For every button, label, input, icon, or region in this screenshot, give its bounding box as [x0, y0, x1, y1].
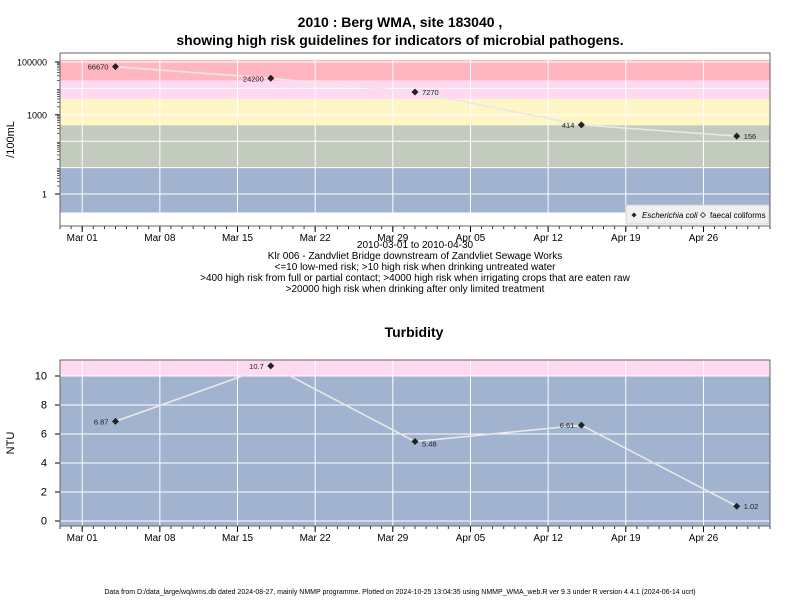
turbidity-risk-band-0: [60, 360, 770, 376]
microbial-y-axis-title: /100mL: [5, 121, 17, 158]
chart-title-line-2: showing high risk guidelines for indicat…: [176, 32, 624, 48]
microbial-legend-label: Escherichia coli: [642, 211, 698, 220]
microbial-legend-marker-filled: [631, 212, 637, 218]
microbial-data-point: [411, 88, 419, 96]
turbidity-data-point: [733, 502, 741, 510]
microbial-data-point: [733, 132, 741, 140]
turbidity-y-tick-label: 6: [41, 429, 47, 441]
turbidity-x-tick-label: Mar 01: [67, 533, 99, 544]
microbial-legend-marker-open: [699, 211, 707, 219]
turbidity-data-label: 6.87: [94, 417, 109, 426]
chart-title-line-1: 2010 : Berg WMA, site 183040 ,: [297, 14, 503, 30]
caption-guideline-treatment: >20000 high risk when drinking after onl…: [285, 284, 545, 295]
microbial-data-point: [577, 121, 585, 129]
turbidity-title: Turbidity: [385, 324, 444, 340]
turbidity-data-point: [111, 417, 119, 425]
microbial-data-point: [111, 63, 119, 71]
turbidity-x-tick-label: Apr 12: [533, 533, 563, 544]
turbidity-y-tick-label: 2: [41, 487, 47, 499]
microbial-y-tick-label: 1: [42, 190, 47, 200]
turbidity-y-tick-label: 10: [35, 371, 47, 383]
microbial-x-tick-label: Apr 19: [611, 233, 641, 244]
turbidity-x-tick-label: Apr 26: [689, 533, 719, 544]
microbial-x-tick-label: Mar 29: [377, 233, 409, 244]
microbial-data-label: 156: [744, 132, 757, 141]
turbidity-y-axis-title: NTU: [5, 432, 17, 455]
microbial-y-tick-label: 100000: [17, 58, 47, 68]
data-source-footer: Data from D:/data_large/wq/wms.db dated …: [104, 589, 696, 596]
microbial-x-tick-label: Apr 26: [689, 233, 719, 244]
turbidity-y-tick-label: 0: [41, 516, 47, 528]
microbial-x-tick-label: Apr 05: [456, 233, 486, 244]
turbidity-y-tick-label: 8: [41, 400, 47, 412]
turbidity-x-tick-label: Mar 15: [222, 533, 254, 544]
turbidity-data-point: [267, 362, 275, 370]
turbidity-x-tick-label: Mar 22: [300, 533, 332, 544]
turbidity-x-tick-label: Apr 05: [456, 533, 486, 544]
turbidity-data-label: 1.02: [744, 502, 759, 511]
chart-caption: 2010-03-01 to 2010-04-30 Klr 006 - Zandv…: [60, 240, 770, 295]
caption-guideline-drinking: <=10 low-med risk; >10 high risk when dr…: [274, 262, 556, 273]
turbidity-y-tick-label: 4: [41, 458, 47, 470]
microbial-legend-box: [625, 204, 770, 225]
microbial-data-label: 66670: [88, 63, 109, 72]
turbidity-x-tick-label: Mar 08: [144, 533, 176, 544]
caption-date-range: 2010-03-01 to 2010-04-30: [356, 240, 474, 251]
microbial-x-tick-label: Apr 12: [533, 233, 563, 244]
turbidity-plot-frame: [59, 359, 771, 527]
microbial-plot-frame: [59, 52, 771, 227]
turbidity-data-label: 10.7: [249, 362, 264, 371]
microbial-data-label: 24200: [243, 74, 264, 83]
microbial-x-tick-label: Mar 01: [67, 233, 99, 244]
microbial-legend-label: faecal coliforms: [710, 211, 766, 220]
microbial-x-tick-label: Mar 08: [144, 233, 176, 244]
microbial-data-point: [267, 74, 275, 82]
caption-guideline-contact: >400 high risk from full or partial cont…: [200, 273, 630, 284]
turbidity-data-point: [577, 421, 585, 429]
turbidity-data-label: 6.61: [560, 421, 575, 430]
turbidity-data-label: 5.48: [422, 440, 437, 449]
turbidity-x-tick-label: Mar 29: [377, 533, 409, 544]
microbial-x-tick-label: Mar 22: [300, 233, 332, 244]
caption-site-description: Klr 006 - Zandvliet Bridge downstream of…: [267, 251, 563, 262]
turbidity-x-tick-label: Apr 19: [611, 533, 641, 544]
turbidity-risk-band-1: [60, 376, 770, 526]
turbidity-data-point: [411, 438, 419, 446]
microbial-risk-band-2: [60, 98, 770, 126]
microbial-y-tick-label: 1000: [27, 110, 47, 120]
microbial-data-label: 7270: [422, 88, 439, 97]
microbial-risk-band-3: [60, 125, 770, 168]
microbial-x-tick-label: Mar 15: [222, 233, 254, 244]
microbial-data-label: 414: [562, 121, 575, 130]
